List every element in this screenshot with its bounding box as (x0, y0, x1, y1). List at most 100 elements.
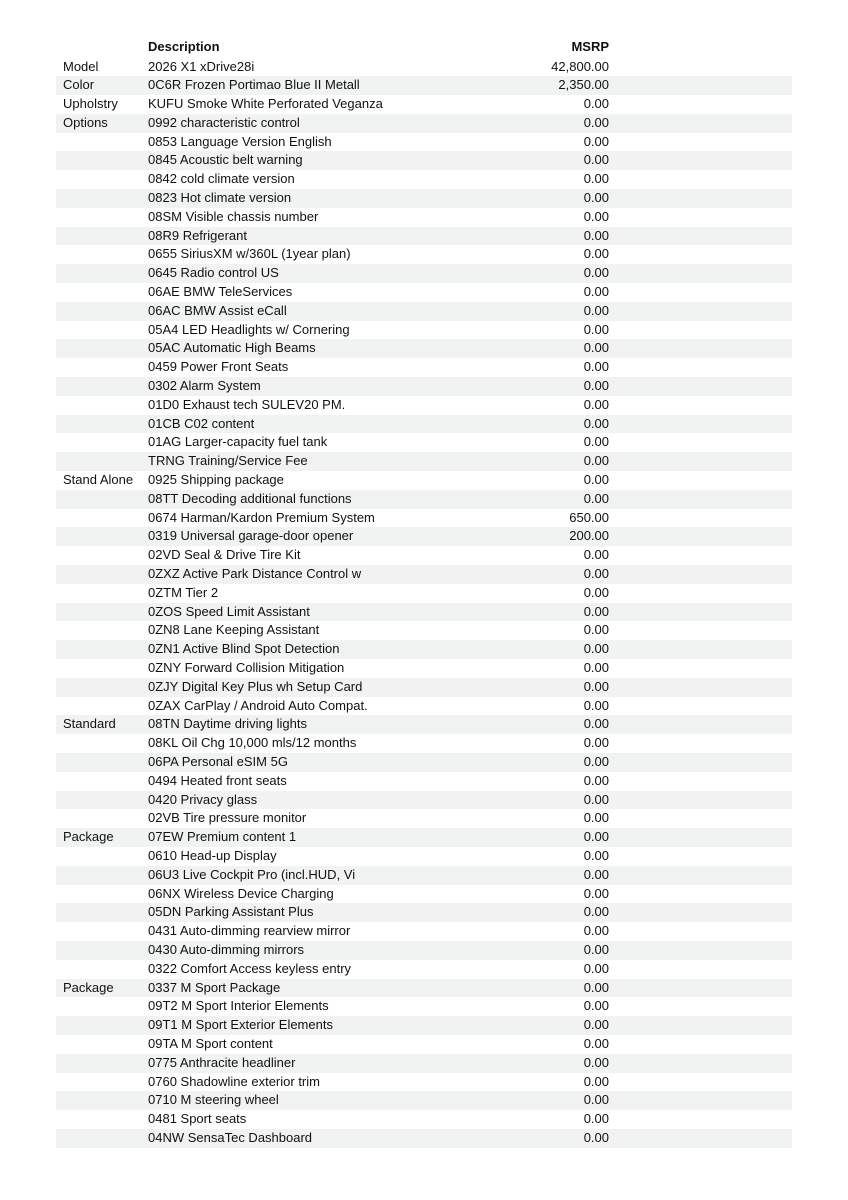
row-description: 0845 Acoustic belt warning (148, 152, 303, 168)
row-description: 01CB C02 content (148, 415, 255, 431)
row-msrp: 0.00 (583, 866, 609, 882)
row-description: 0775 Anthracite headliner (148, 1054, 296, 1070)
table-row: 06AE BMW TeleServices 0.00 (56, 283, 792, 302)
table-row: Color 0C6R Frozen Portimao Blue II Metall… (56, 76, 792, 96)
row-description: 0ZJY Digital Key Plus wh Setup Card (148, 678, 363, 694)
row-description: 0842 cold climate version (148, 171, 295, 187)
table-row: 01AG Larger-capacity fuel tank 0.00 (56, 433, 792, 452)
row-description: 0ZNY Forward Collision Mitigation (148, 660, 345, 675)
row-description: 02VD Seal & Drive Tire Kit (148, 547, 301, 563)
row-description: 0992 characteristic control (148, 114, 300, 130)
row-msrp: 0.00 (583, 904, 609, 920)
table-row: 0ZXZ Active Park Distance Control w 0.00 (56, 565, 792, 584)
table-row: 08KL Oil Chg 10,000 mls/12 months 0.00 (56, 734, 792, 753)
row-msrp: 0.00 (583, 396, 609, 412)
row-msrp: 0.00 (583, 340, 609, 356)
row-msrp: 0.00 (583, 735, 609, 751)
table-row: 04NW SensaTec Dashboard 0.00 (56, 1128, 792, 1148)
table-row: 0ZNY Forward Collision Mitigation 0.00 (56, 659, 792, 678)
row-msrp: 0.00 (583, 979, 609, 995)
row-msrp: 0.00 (583, 246, 609, 262)
row-description: 2026 X1 xDrive28i (148, 58, 255, 74)
row-description: 0494 Heated front seats (148, 772, 287, 788)
row-msrp: 0.00 (583, 603, 609, 619)
table-row: 0ZTM Tier 2 0.00 (56, 584, 792, 603)
table-row: 09T2 M Sport Interior Elements 0.00 (56, 997, 792, 1016)
row-msrp: 0.00 (583, 998, 609, 1014)
table-row: 0845 Acoustic belt warning 0.00 (56, 151, 792, 171)
row-description: 0430 Auto-dimming mirrors (148, 941, 305, 957)
row-description: 09T2 M Sport Interior Elements (148, 998, 329, 1014)
table-row: 0ZJY Digital Key Plus wh Setup Card 0.00 (56, 677, 792, 697)
row-msrp: 0.00 (583, 753, 609, 769)
table-row: 01CB C02 content 0.00 (56, 414, 792, 434)
table-row: 0430 Auto-dimming mirrors 0.00 (56, 940, 792, 960)
table-row: 08TT Decoding additional functions 0.00 (56, 489, 792, 509)
row-msrp: 0.00 (583, 566, 609, 582)
row-msrp: 0.00 (583, 791, 609, 807)
row-description: TRNG Training/Service Fee (148, 453, 308, 469)
row-msrp: 0.00 (583, 265, 609, 281)
table-row: 0842 cold climate version 0.00 (56, 170, 792, 189)
row-msrp: 0.00 (583, 359, 609, 375)
row-msrp: 0.00 (583, 960, 609, 976)
table-row: 0775 Anthracite headliner 0.00 (56, 1053, 792, 1073)
row-msrp: 0.00 (583, 227, 609, 243)
table-row: 0823 Hot climate version 0.00 (56, 189, 792, 208)
row-msrp: 0.00 (583, 772, 609, 788)
row-msrp: 0.00 (583, 923, 609, 939)
row-description: 02VB Tire pressure monitor (148, 810, 307, 826)
row-category: Package (63, 829, 114, 845)
row-description: 06PA Personal eSIM 5G (148, 753, 288, 769)
row-description: 0420 Privacy glass (148, 791, 258, 807)
row-msrp: 0.00 (583, 171, 609, 187)
row-msrp: 0.00 (583, 810, 609, 826)
row-description: 08R9 Refrigerant (148, 227, 247, 243)
row-description: 08SM Visible chassis number (148, 208, 319, 224)
table-row: 0319 Universal garage-door opener 200.00 (56, 527, 792, 547)
row-description: 0322 Comfort Access keyless entry (148, 960, 352, 976)
row-msrp: 2,350.00 (558, 77, 609, 93)
row-description: 0302 Alarm System (148, 378, 261, 394)
row-category: Stand Alone (63, 472, 134, 488)
table-row: 08SM Visible chassis number 0.00 (56, 208, 792, 227)
table-row: Standard 08TN Daytime driving lights 0.00 (56, 715, 792, 735)
row-description: 06AE BMW TeleServices (148, 284, 293, 300)
row-description: 05DN Parking Assistant Plus (148, 904, 314, 920)
row-msrp: 0.00 (583, 716, 609, 732)
row-description: 0853 Language Version English (148, 133, 332, 149)
table-row: Options 0992 characteristic control 0.00 (56, 113, 792, 133)
row-description: 06U3 Live Cockpit Pro (incl.HUD, Vi (148, 866, 356, 882)
table-row: 06NX Wireless Device Charging 0.00 (56, 885, 792, 904)
table-row: 0ZOS Speed Limit Assistant 0.00 (56, 602, 792, 622)
row-description: 0ZTM Tier 2 (148, 584, 219, 600)
row-msrp: 0.00 (583, 302, 609, 318)
row-description: 0674 Harman/Kardon Premium System (148, 509, 375, 525)
row-description: 0ZOS Speed Limit Assistant (148, 603, 310, 619)
row-msrp: 0.00 (583, 1092, 609, 1108)
row-msrp: 0.00 (583, 472, 609, 488)
row-msrp: 0.00 (583, 1017, 609, 1033)
table-row: 05DN Parking Assistant Plus 0.00 (56, 903, 792, 923)
row-msrp: 0.00 (583, 847, 609, 863)
row-msrp: 0.00 (583, 1035, 609, 1051)
row-msrp: 0.00 (583, 660, 609, 675)
row-description: 0ZN1 Active Blind Spot Detection (148, 641, 340, 657)
table-row: 0ZAX CarPlay / Android Auto Compat. 0.00 (56, 697, 792, 716)
row-msrp: 0.00 (583, 678, 609, 694)
row-msrp: 0.00 (583, 190, 609, 206)
row-description: 01D0 Exhaust tech SULEV20 PM. (148, 396, 346, 412)
table-row: 0494 Heated front seats 0.00 (56, 772, 792, 791)
row-msrp: 0.00 (583, 321, 609, 337)
table-row: 06PA Personal eSIM 5G 0.00 (56, 752, 792, 772)
row-category: Model (63, 58, 99, 74)
row-msrp: 0.00 (583, 208, 609, 224)
row-category: Standard (63, 716, 116, 732)
table-row: 0645 Radio control US 0.00 (56, 264, 792, 284)
table-row: 0481 Sport seats 0.00 (56, 1110, 792, 1129)
row-msrp: 0.00 (583, 1073, 609, 1089)
table-row: 0431 Auto-dimming rearview mirror 0.00 (56, 922, 792, 941)
row-msrp: 0.00 (583, 152, 609, 168)
row-description: 0925 Shipping package (148, 472, 284, 488)
row-description: 0760 Shadowline exterior trim (148, 1073, 320, 1089)
